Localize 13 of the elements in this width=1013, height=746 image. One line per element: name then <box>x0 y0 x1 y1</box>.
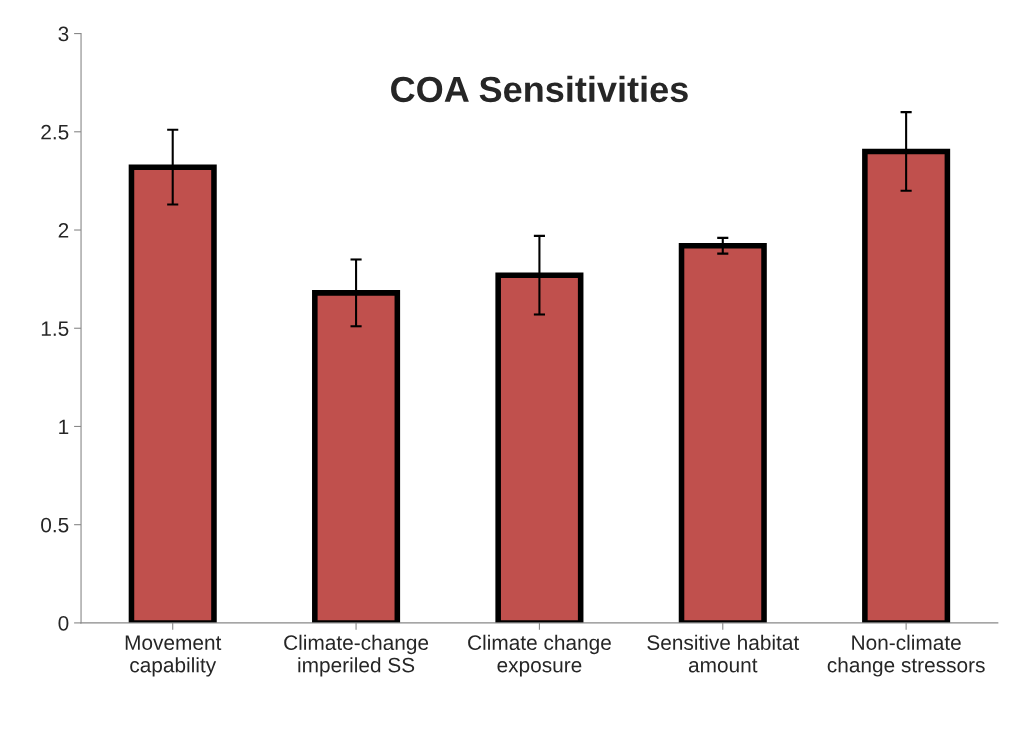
text: COA Sensitivities <box>391 75 688 103</box>
y-tick-label: 0.5 <box>41 517 69 533</box>
y-tick-label: 2.5 <box>41 124 69 140</box>
y-tick-label: 1.5 <box>41 321 69 336</box>
x-tick-label: Climate change exposure <box>468 634 611 677</box>
x-tick-label: Non-climate change stressors <box>827 634 985 677</box>
y-tick-label: 2 <box>58 223 69 238</box>
y-tick-label: 3 <box>58 26 69 42</box>
x-tick-label: Climate-change imperiled SS <box>284 634 429 677</box>
x-tick-label: Movement capability <box>125 635 222 677</box>
y-tick-label: 0 <box>58 615 69 631</box>
x-tick-label: Sensitive habitat amount <box>647 634 800 673</box>
y-tick-label: 1 <box>59 419 69 435</box>
